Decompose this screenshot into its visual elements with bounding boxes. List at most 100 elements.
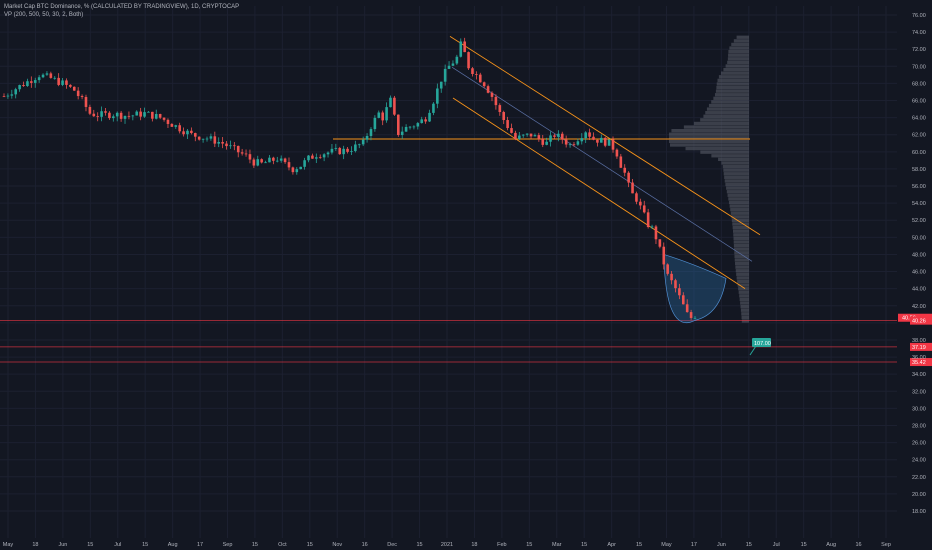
candle-body: [338, 147, 342, 155]
x-tick-label: 17: [197, 542, 203, 548]
candle-body: [529, 133, 533, 137]
y-tick-label: 48.00: [912, 252, 926, 258]
candle-body: [475, 73, 478, 75]
x-tick-label: 15: [636, 542, 642, 548]
candle-body: [260, 159, 263, 163]
volume-profile-bar: [708, 103, 749, 108]
candle-body: [236, 145, 240, 153]
candle-body: [225, 143, 228, 147]
candle-body: [151, 111, 154, 119]
callout-pointer: [749, 345, 757, 356]
candle-body: [521, 134, 525, 136]
candle-body: [580, 138, 584, 142]
volume-profile-bar: [738, 287, 749, 291]
candle-body: [510, 128, 513, 133]
y-tick-label: 66.00: [912, 99, 926, 105]
candle-body: [275, 160, 279, 162]
candle-body: [439, 81, 443, 89]
candle-body: [123, 115, 127, 119]
y-tick-label: 30.00: [912, 406, 926, 412]
candle-body: [506, 120, 509, 129]
y-tick-label: 56.00: [912, 184, 926, 190]
candle-body: [627, 172, 630, 183]
candle-body: [482, 82, 486, 87]
candle-body: [545, 141, 548, 145]
y-tick-label: 70.00: [912, 64, 926, 70]
y-tick-label: 72.00: [912, 47, 926, 53]
volume-profile-bar: [740, 304, 749, 309]
candle-body: [400, 131, 404, 135]
candle-body: [213, 136, 217, 144]
candle-body: [537, 135, 541, 140]
candle-body: [45, 73, 49, 75]
candle-body: [322, 154, 326, 158]
volume-profile-bar: [669, 132, 749, 136]
current-price-text: 40.56: [902, 316, 916, 322]
y-axis[interactable]: 76.00 74.00 72.00 70.00 68.00 66.00 64.00 62.00…: [912, 13, 926, 515]
candle-body: [412, 126, 416, 128]
candle-body: [564, 139, 568, 145]
candle-body: [642, 205, 646, 213]
candle-body: [170, 123, 174, 127]
volume-profile-bar: [729, 46, 749, 50]
candle-body: [22, 85, 25, 87]
candle-body: [681, 295, 685, 305]
volume-profile-bar: [741, 315, 749, 320]
volume-profile-bar: [734, 247, 749, 251]
x-tick-label: Oct: [278, 542, 287, 548]
volume-profile-bar: [729, 204, 749, 208]
x-tick-label: 18: [471, 542, 477, 548]
chart-legend: Market Cap BTC Dominance, % (CALCULATED …: [4, 3, 239, 19]
x-tick-label: 2021: [441, 542, 453, 548]
volume-profile-bar: [727, 60, 749, 65]
candle-body: [84, 97, 88, 107]
candle-body: [209, 136, 213, 139]
candle-body: [623, 167, 627, 173]
candle-body: [283, 158, 287, 163]
x-axis[interactable]: May 18 Jun 15 Jul 15 Aug 17 Sep 15 Oct 15 Nov 16 Dec 15…: [3, 542, 891, 548]
volume-profile-bar: [740, 301, 749, 305]
candle-body: [596, 139, 599, 143]
candle-body: [112, 116, 115, 119]
candle-body: [252, 159, 256, 166]
volume-profile-bar: [736, 272, 749, 276]
candle-body: [584, 132, 587, 139]
candle-body: [92, 113, 96, 117]
x-tick-label: Jul: [114, 542, 121, 548]
candle-body: [178, 125, 181, 132]
candle-body: [162, 117, 166, 120]
candle-body: [658, 239, 662, 247]
candle-body: [147, 111, 150, 113]
candle-body: [233, 145, 236, 147]
volume-profile-bar: [728, 49, 749, 54]
candle-body: [299, 166, 303, 170]
candle-body: [244, 153, 248, 155]
drawings: [0, 36, 897, 363]
y-tick-label: 28.00: [912, 423, 926, 429]
x-tick-label: Apr: [607, 542, 616, 548]
candle-body: [318, 157, 322, 159]
candle-body: [490, 92, 494, 97]
candle-body: [603, 137, 607, 146]
callout-text: 107.00: [754, 341, 771, 347]
candle-body: [119, 112, 123, 119]
x-tick-label: May: [661, 542, 672, 548]
volume-profile-bar: [711, 154, 749, 158]
candle-body: [217, 142, 221, 144]
y-tick-label: 50.00: [912, 235, 926, 241]
candle-body: [311, 155, 314, 159]
volume-profile-bar: [711, 100, 749, 104]
x-tick-label: 15: [801, 542, 807, 548]
candle-body: [256, 159, 260, 166]
legend-indicator: VP (200, 500, 50, 30, 2, Both): [4, 12, 84, 18]
level-price-label: [910, 358, 932, 367]
candle-body: [631, 182, 634, 194]
y-tick-label: 36.00: [912, 355, 926, 361]
volume-profile-bar: [736, 35, 749, 39]
candle-body: [635, 193, 638, 202]
candle-body: [393, 97, 396, 115]
channel-lower-line: [452, 97, 746, 290]
volume-profile-bar: [700, 150, 749, 154]
volume-profile-bar: [718, 157, 749, 162]
